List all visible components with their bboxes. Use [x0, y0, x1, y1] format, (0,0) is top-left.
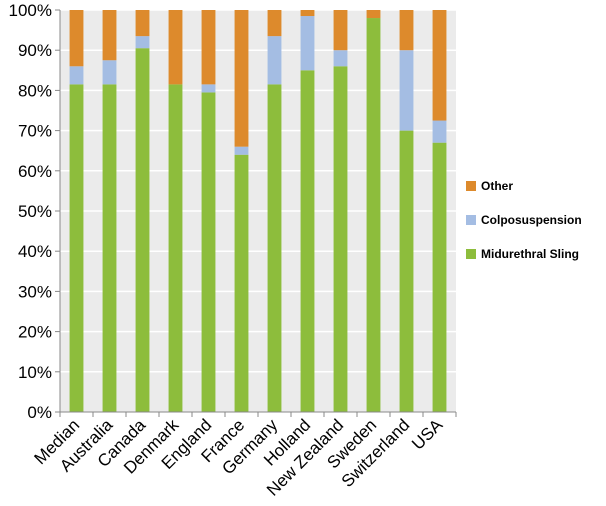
legend-label: Other — [481, 179, 513, 193]
bar-segment — [135, 10, 150, 37]
y-tick-label: 30% — [18, 282, 52, 301]
bar-segment — [69, 66, 84, 85]
bar-segment — [168, 10, 183, 85]
bar-segment — [300, 70, 315, 413]
bar-segment — [300, 10, 315, 17]
y-tick-label: 100% — [9, 1, 52, 20]
bar-segment — [333, 66, 348, 412]
bar-segment — [267, 10, 282, 37]
bar-segment — [135, 36, 150, 49]
bar-segment — [267, 36, 282, 85]
bar-segment — [102, 60, 117, 85]
bar-segment — [366, 10, 381, 19]
y-tick-label: 80% — [18, 81, 52, 100]
y-tick-label: 10% — [18, 363, 52, 382]
bar-segment — [234, 10, 249, 147]
bars — [69, 10, 447, 413]
y-tick-label: 90% — [18, 41, 52, 60]
bar-segment — [399, 10, 414, 51]
bar-segment — [432, 142, 447, 412]
x-category-label: USA — [408, 415, 447, 454]
legend-swatch — [466, 249, 476, 259]
gridlines — [60, 9, 456, 373]
legend-label: Colposuspension — [481, 213, 582, 227]
bar-segment — [69, 84, 84, 413]
y-tick-label: 70% — [18, 122, 52, 141]
bar-segment — [201, 84, 216, 93]
legend: Other Colposuspension Midurethral Sling — [466, 179, 582, 261]
y-tick-label: 50% — [18, 202, 52, 221]
bar-segment — [333, 10, 348, 51]
bar-segment — [333, 50, 348, 67]
bar-segment — [201, 92, 216, 412]
y-axis: 0% 10% 20% 30% 40% 50% 60% 70% 80% 90% 100% — [9, 1, 61, 422]
bar-segment — [135, 48, 150, 412]
y-tick-label: 0% — [27, 403, 52, 422]
bar-segment — [432, 10, 447, 121]
bar-segment — [168, 84, 183, 413]
y-tick-label: 20% — [18, 323, 52, 342]
bar-segment — [366, 18, 381, 412]
bar-segment — [399, 130, 414, 412]
legend-swatch — [466, 181, 476, 191]
bar-segment — [300, 16, 315, 71]
legend-label: Midurethral Sling — [481, 247, 579, 261]
bar-segment — [102, 84, 117, 413]
y-tick-label: 60% — [18, 162, 52, 181]
bar-segment — [102, 10, 117, 61]
y-tick-label: 40% — [18, 242, 52, 261]
bar-segment — [267, 84, 282, 413]
bar-segment — [399, 50, 414, 131]
bar-segment — [201, 10, 216, 85]
legend-swatch — [466, 215, 476, 225]
x-axis: MedianAustraliaCanadaDenmarkEnglandFranc… — [30, 411, 457, 500]
bar-segment — [234, 146, 249, 155]
bar-segment — [234, 154, 249, 412]
bar-segment — [69, 10, 84, 67]
bar-segment — [432, 120, 447, 143]
